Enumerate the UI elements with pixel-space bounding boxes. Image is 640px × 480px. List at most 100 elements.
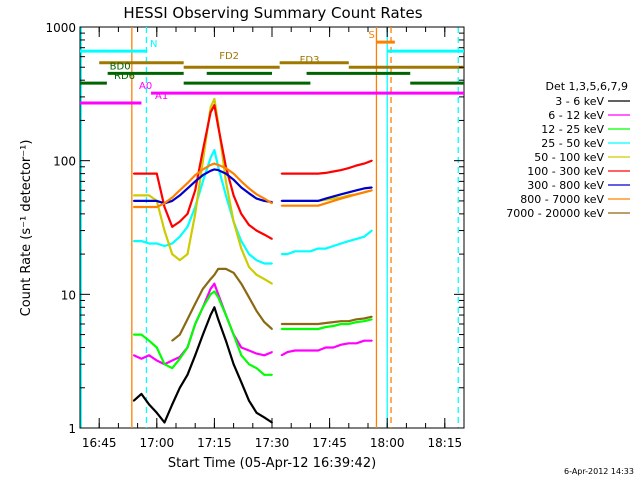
data-point-3-5 [171,242,174,245]
data-point-1-25 [309,349,312,352]
data-point-8-15 [240,282,243,285]
data-point-2-31 [355,321,358,323]
data-point-5-6 [178,220,181,223]
data-point-3-22 [286,253,289,255]
data-point-1-32 [363,339,366,342]
data-point-5-14 [232,194,235,197]
data-point-6-25 [309,200,312,202]
legend-header: Det 1,3,5,6,7,9 [545,80,628,93]
y-tick-label: 1000 [45,21,76,35]
y-tick-label: 10 [61,288,76,302]
data-point-8-11 [213,273,216,276]
data-point-1-0 [132,354,135,357]
legend-label-4: 50 - 100 keV [534,151,604,164]
data-point-5-12 [217,125,220,128]
series-layer [132,97,373,424]
data-point-8-29 [340,320,343,323]
data-point-3-4 [163,245,166,247]
data-point-7-12 [217,163,220,166]
data-point-2-22 [286,328,289,330]
data-point-8-33 [370,315,373,318]
legend-label-7: 800 - 7000 keV [520,193,604,206]
data-point-6-15 [240,186,243,189]
data-point-1-29 [340,343,343,346]
data-point-7-11 [213,162,216,165]
data-point-0-10 [209,314,212,316]
data-point-5-17 [255,229,258,232]
data-point-0-7 [186,373,189,376]
data-point-0-18 [263,416,266,419]
flag-label-a1: A1 [155,91,168,102]
data-point-8-25 [309,323,312,325]
data-point-4-4 [163,229,166,232]
data-point-0-13 [225,339,227,342]
data-point-4-11 [213,97,216,100]
data-point-4-2 [148,194,151,197]
data-point-3-12 [217,165,220,168]
data-point-2-15 [240,354,243,357]
flag-label-a0: A0 [139,81,152,92]
data-point-7-18 [263,197,266,200]
data-point-2-25 [309,328,312,330]
data-point-2-26 [317,328,319,330]
data-point-5-22 [286,172,289,175]
data-point-1-16 [248,349,250,352]
data-point-2-33 [370,318,373,321]
data-point-6-11 [213,168,216,171]
data-point-2-24 [301,328,304,330]
data-point-7-22 [286,204,289,207]
data-point-7-30 [347,195,350,198]
data-point-5-16 [248,224,250,226]
data-point-7-8 [194,174,197,176]
data-point-8-31 [355,318,358,321]
data-point-2-32 [363,320,366,323]
data-point-0-17 [255,411,258,414]
data-point-3-18 [263,262,266,265]
data-point-6-0 [132,200,135,202]
data-point-6-22 [286,200,289,202]
data-point-5-11 [213,104,216,107]
data-point-2-29 [340,323,343,325]
data-point-0-15 [240,381,243,384]
data-point-0-9 [201,333,204,336]
y-tick-label: 1 [68,422,76,436]
data-point-5-4 [163,206,166,208]
data-point-6-18 [263,200,266,202]
legend-label-6: 300 - 800 keV [527,179,604,192]
data-point-7-4 [163,202,166,205]
data-point-6-8 [194,180,197,183]
data-point-5-26 [317,172,319,175]
data-point-3-25 [309,250,312,253]
vertical-lines-layer [80,27,459,428]
data-point-2-19 [271,373,273,376]
data-point-2-14 [232,333,235,336]
data-point-5-30 [347,167,350,169]
flag-label-n: N [150,39,157,50]
data-point-1-22 [286,351,289,353]
data-point-1-17 [255,352,258,355]
data-point-8-7 [186,318,189,321]
data-point-2-4 [163,363,166,366]
data-point-5-21 [280,172,283,175]
data-point-8-17 [255,310,258,312]
data-point-6-2 [148,200,151,202]
data-point-6-1 [140,200,143,202]
data-point-5-32 [363,162,366,165]
data-point-4-0 [132,194,135,197]
data-point-2-10 [209,293,212,296]
data-point-8-9 [201,287,204,290]
data-point-1-5 [171,359,174,362]
flag-label-fd3: FD3 [300,55,320,66]
data-point-2-1 [140,333,143,336]
data-point-2-21 [280,328,283,330]
data-point-1-31 [355,342,358,345]
data-point-0-14 [232,363,235,366]
data-point-3-29 [340,242,343,245]
data-point-6-27 [324,197,327,200]
data-point-2-30 [347,323,350,325]
data-gap-1 [275,28,282,427]
data-point-5-7 [186,212,189,215]
data-point-8-28 [332,321,335,323]
data-point-7-2 [148,206,151,208]
